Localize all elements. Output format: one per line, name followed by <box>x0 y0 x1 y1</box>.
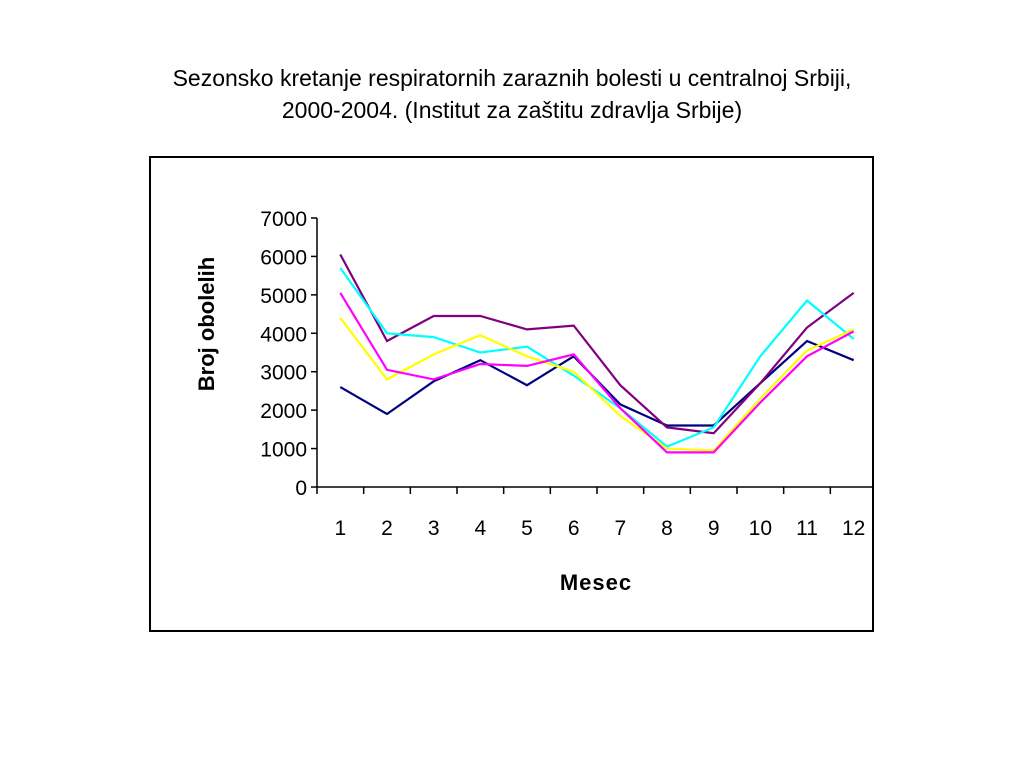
y-tick-label: 5000 <box>260 285 307 308</box>
y-tick-label: 1000 <box>260 439 307 462</box>
series-line-2 <box>339 253 855 435</box>
y-tick-label: 6000 <box>260 246 307 269</box>
x-tick-label: 4 <box>474 517 486 540</box>
x-tick-label: 12 <box>842 517 865 540</box>
y-tick-label: 3000 <box>260 362 307 385</box>
x-tick-label: 8 <box>661 517 673 540</box>
x-tick-label: 11 <box>796 517 818 540</box>
x-axis-label: Mesec <box>560 570 632 595</box>
series-line-3 <box>339 267 855 448</box>
slide-title-line-1: Sezonsko kretanje respiratornih zaraznih… <box>172 65 852 91</box>
series-line-5 <box>339 292 855 454</box>
chart-frame: 0 1000 2000 3000 4000 5000 6000 7000 1 2 3 4 5 6 7 8 9 10… <box>149 156 878 632</box>
x-tick-label: 1 <box>334 517 346 540</box>
y-axis-label: Broj obolelih <box>194 257 219 391</box>
x-tick-label: 5 <box>521 517 533 540</box>
x-tick-label: 10 <box>749 517 772 540</box>
x-tick-label: 3 <box>428 517 440 540</box>
slide-title: Sezonsko kretanje respiratornih zaraznih… <box>0 62 1024 126</box>
slide-title-line-2: 2000-2004. (Institut za zaštitu zdravlja… <box>281 97 743 123</box>
y-tick-label: 2000 <box>260 400 307 423</box>
chart-series-group <box>339 253 855 454</box>
x-tick-label: 2 <box>381 517 393 540</box>
y-tick-label: 7000 <box>260 208 307 231</box>
x-tick-label: 7 <box>614 517 626 540</box>
chart-labels: Broj obolelih Mesec <box>194 257 632 595</box>
y-tick-label: 0 <box>295 477 307 500</box>
y-tick-label: 4000 <box>260 323 307 346</box>
x-tick-label: 6 <box>568 517 580 540</box>
x-tick-label: 9 <box>708 517 720 540</box>
series-line-4 <box>339 317 855 452</box>
